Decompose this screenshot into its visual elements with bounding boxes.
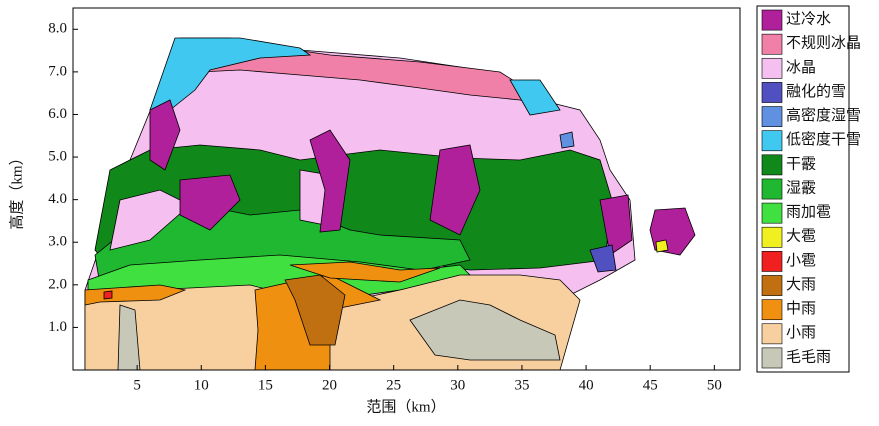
x-tick-label: 30: [450, 377, 465, 393]
legend-label: 毛毛雨: [786, 348, 831, 365]
class-region: [589, 244, 617, 273]
class-region: [179, 174, 241, 231]
x-tick-label: 15: [258, 377, 273, 393]
legend-swatch: [761, 33, 783, 55]
class-region: [289, 261, 441, 283]
legend-swatch: [761, 323, 783, 345]
class-region: [149, 99, 181, 171]
legend-label: 融化的雪: [786, 83, 846, 100]
class-region: [655, 239, 669, 253]
legend-swatch: [761, 82, 783, 103]
legend-swatch: [761, 347, 783, 369]
y-tick-label: 7.0: [48, 63, 67, 79]
y-tick-label: 8.0: [48, 21, 67, 37]
legend-swatch: [761, 178, 783, 200]
y-axis-label: 高度（km）: [8, 150, 25, 229]
x-tick-label: 5: [133, 377, 141, 393]
class-region: [109, 189, 191, 251]
y-tick-label: 4.0: [48, 191, 67, 207]
legend-label: 干霰: [786, 156, 816, 172]
legend-swatch: [761, 275, 783, 296]
legend-label: 雨加雹: [786, 204, 831, 221]
legend-swatch: [761, 226, 783, 248]
class-region: [184, 39, 561, 111]
legend-swatch: [761, 251, 783, 272]
x-tick-label: 25: [386, 377, 401, 393]
x-tick-label: 10: [194, 377, 209, 393]
legend-label: 高密度湿雪: [786, 107, 861, 124]
class-region: [429, 144, 481, 236]
x-tick-label: 45: [643, 377, 658, 393]
legend-swatch: [761, 130, 783, 152]
y-tick-label: 1.0: [48, 319, 67, 335]
classification-field: [84, 37, 696, 371]
legend-swatch: [761, 57, 783, 79]
legend-swatch: [761, 106, 783, 127]
legend-label: 小雨: [786, 324, 816, 341]
y-tick-label: 3.0: [48, 234, 67, 250]
legend-label: 中雨: [786, 300, 816, 317]
legend-label: 小雹: [786, 252, 816, 269]
legend-label: 湿霰: [786, 179, 816, 196]
legend-swatch: [761, 299, 783, 321]
class-region: [509, 79, 561, 116]
plot-frame: [72, 7, 741, 371]
class-region: [409, 299, 561, 361]
legend-label: 不规则冰晶: [786, 35, 861, 52]
class-region: [84, 284, 187, 306]
legend-label: 大雨: [786, 276, 816, 293]
y-tick-label: 6.0: [48, 106, 67, 122]
legend-label: 冰晶: [786, 59, 816, 76]
legend-frame: [756, 5, 850, 373]
legend-label: 低密度干雪: [786, 131, 861, 148]
x-axis-label: 范围（km）: [366, 398, 445, 415]
legend-label: 过冷水: [786, 11, 831, 28]
legend-label: 大雹: [786, 228, 816, 245]
class-region: [559, 131, 575, 149]
x-tick-label: 20: [322, 377, 337, 393]
class-region: [103, 290, 113, 300]
x-tick-label: 50: [707, 377, 722, 393]
class-region: [284, 274, 346, 346]
y-tick-label: 2.0: [48, 276, 67, 292]
y-tick-label: 5.0: [48, 148, 67, 164]
class-region: [599, 194, 633, 256]
legend-swatch: [761, 154, 783, 176]
x-tick-label: 40: [579, 377, 594, 393]
class-region: [309, 129, 351, 233]
x-tick-label: 35: [514, 377, 529, 393]
legend-swatch: [761, 202, 783, 224]
legend-swatch: [761, 9, 783, 31]
